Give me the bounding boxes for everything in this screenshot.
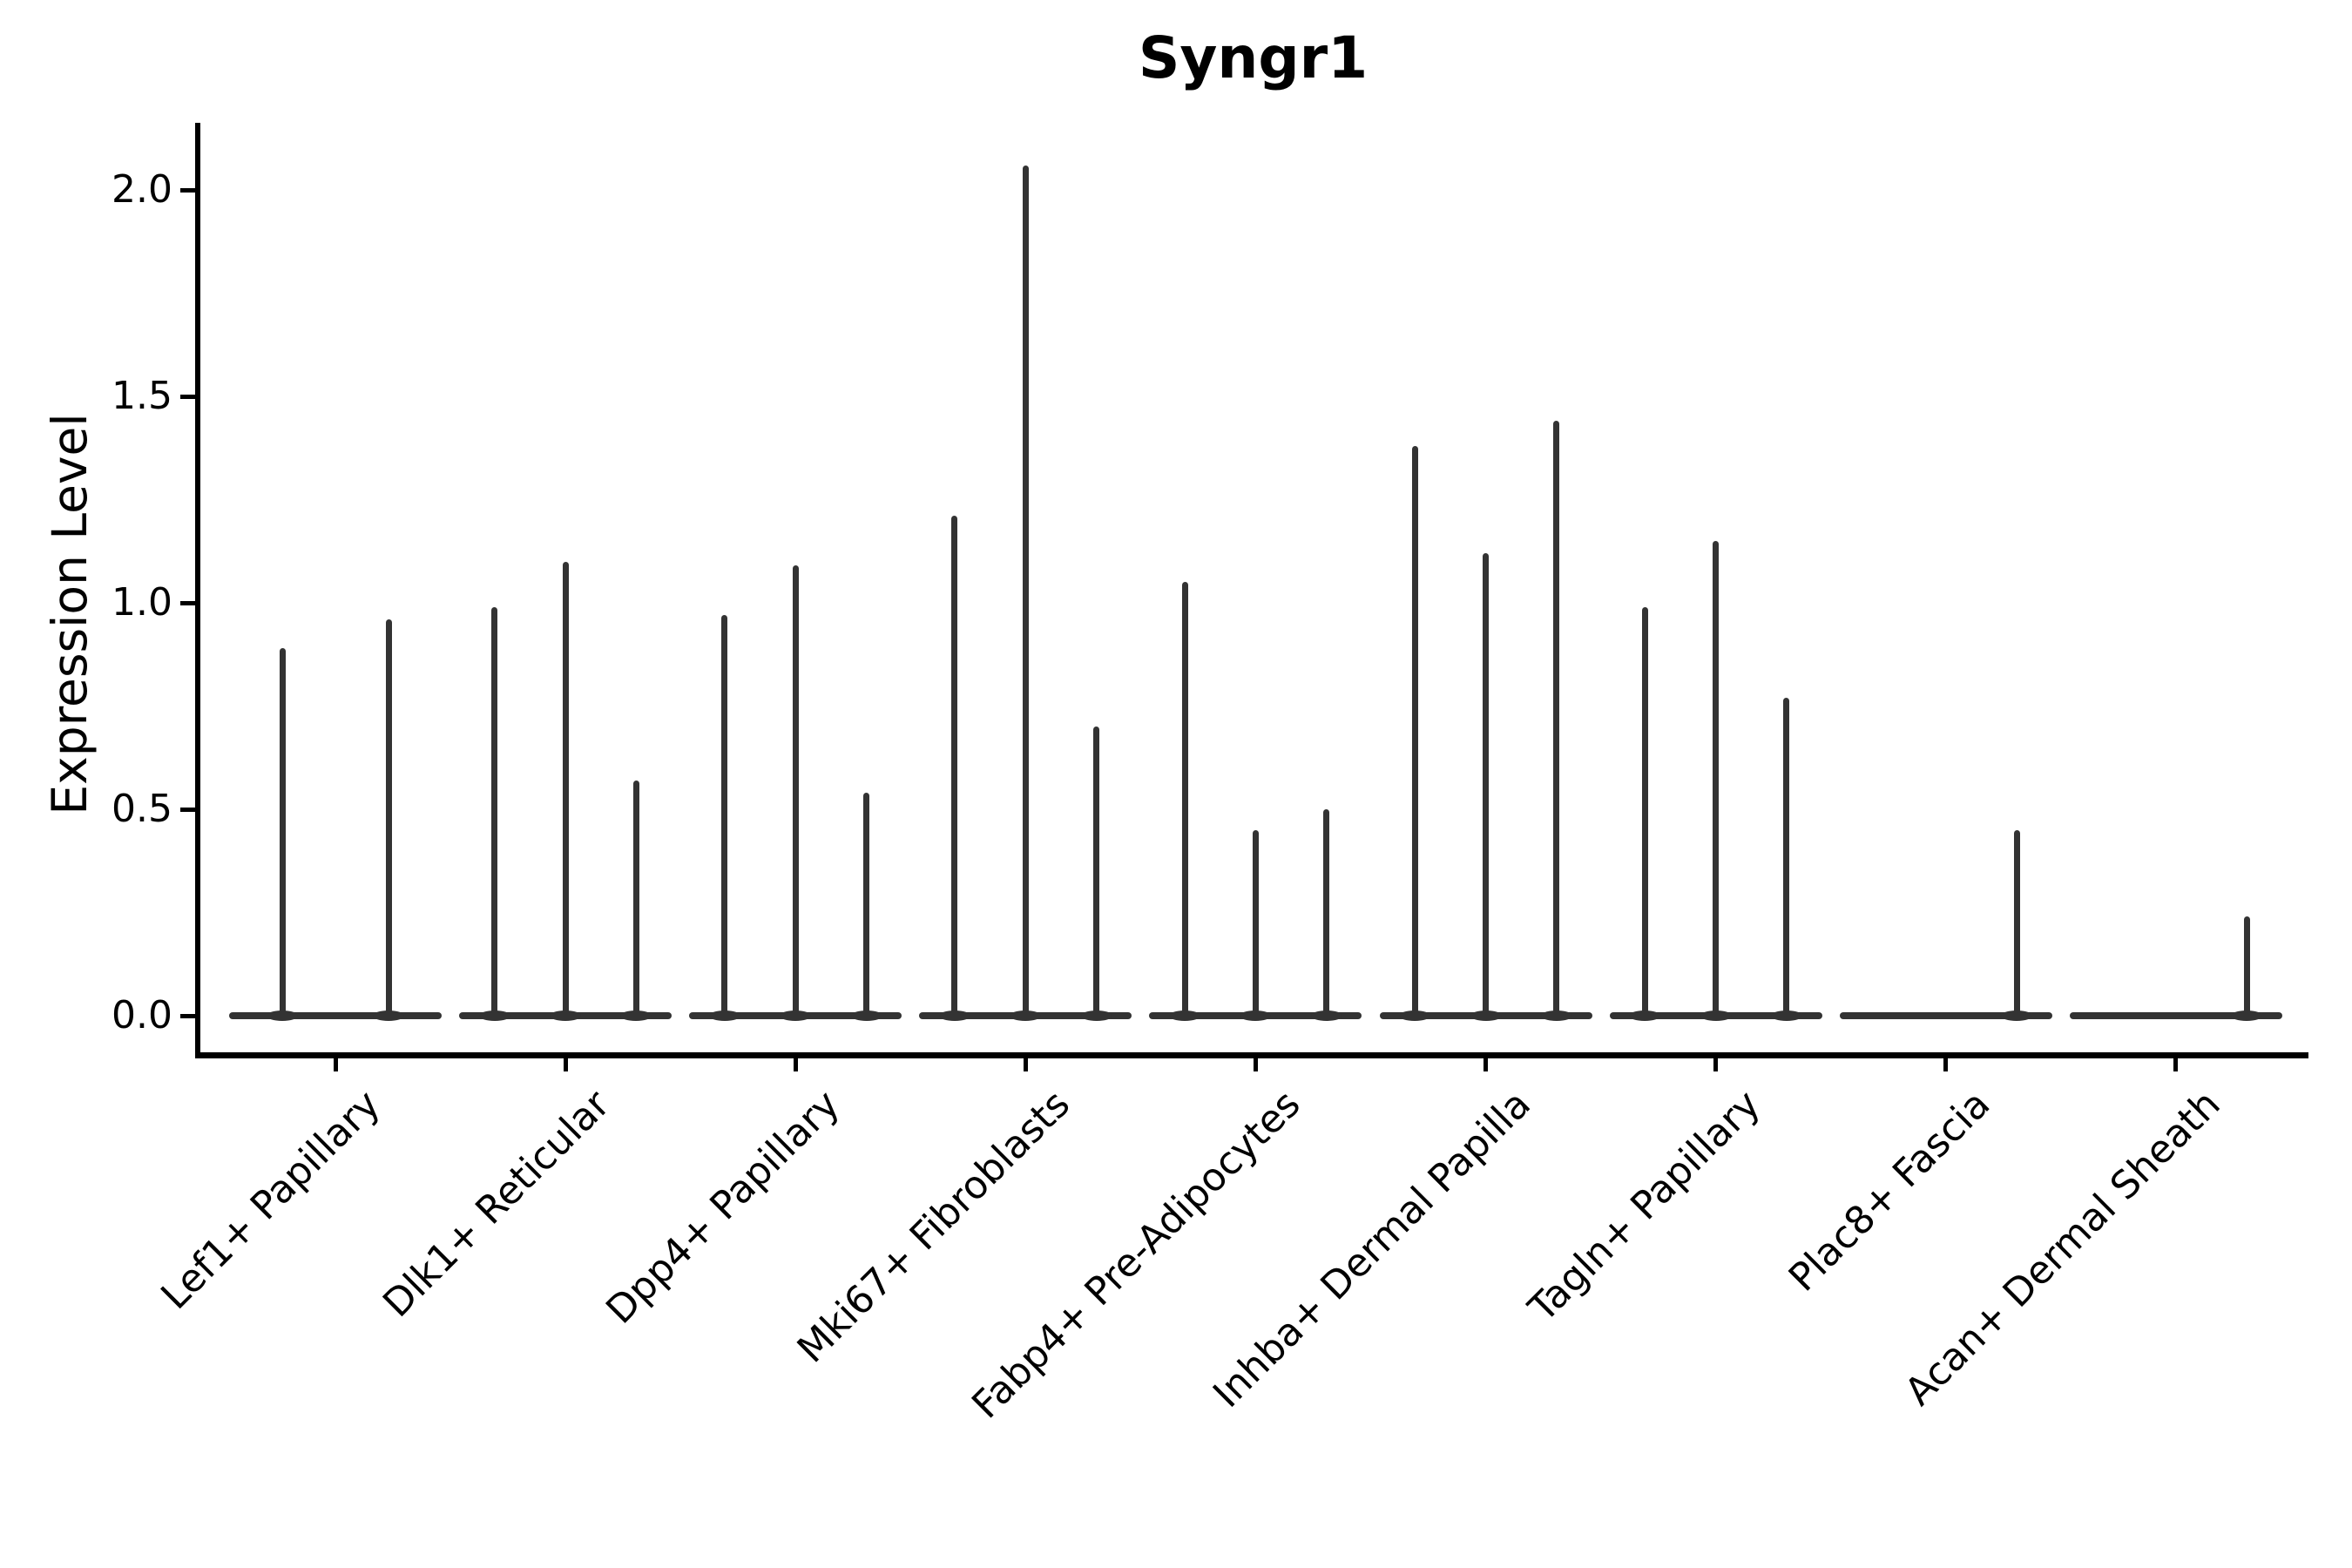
violin-base-bulge — [1169, 1010, 1201, 1021]
violin-base-bulge — [1629, 1010, 1661, 1021]
y-tick — [180, 1013, 195, 1018]
violin-base-bulge — [373, 1010, 404, 1021]
violin-spike — [721, 615, 728, 1016]
x-tick-label: Dpp4+ Papillary — [598, 1082, 849, 1333]
y-tick — [180, 394, 195, 399]
x-tick-label: Dlk1+ Reticular — [375, 1082, 619, 1326]
x-tick — [563, 1058, 568, 1071]
x-axis-spine — [195, 1051, 2308, 1058]
violin-spike — [1323, 809, 1330, 1016]
violin-spike — [1093, 727, 1100, 1016]
violin-base-bulge — [1399, 1010, 1431, 1021]
y-tick-label: 1.5 — [112, 374, 172, 418]
violin-base-bulge — [550, 1010, 582, 1021]
violin-base-bulge — [478, 1010, 510, 1021]
plot-title: Syngr1 — [1138, 24, 1369, 91]
violin-spike — [279, 648, 286, 1016]
x-tick — [1713, 1058, 1719, 1071]
violin-base-bulge — [938, 1010, 970, 1021]
x-tick-label: Plac8+ Fascia — [1781, 1082, 1999, 1301]
x-tick — [333, 1058, 338, 1071]
violin-spike — [562, 561, 569, 1016]
x-tick — [2173, 1058, 2179, 1071]
violin-base-bulge — [2231, 1010, 2263, 1021]
x-tick-label: Lef1+ Papillary — [152, 1082, 389, 1319]
y-tick-label: 2.0 — [112, 167, 172, 212]
violin-spike — [1713, 540, 1720, 1016]
violin-spike — [2013, 829, 2020, 1016]
y-tick — [180, 807, 195, 812]
violin-base-bulge — [1010, 1010, 1042, 1021]
violin-base-bulge — [2001, 1010, 2033, 1021]
violin-spike — [1022, 165, 1029, 1016]
violin-spike — [2243, 916, 2250, 1016]
violin-spike — [1553, 421, 1560, 1016]
y-tick — [180, 600, 195, 605]
y-tick-label: 0.0 — [112, 993, 172, 1037]
y-axis-spine — [195, 123, 200, 1058]
violin-spike — [1483, 553, 1489, 1016]
violin-baseline — [229, 1012, 442, 1019]
violin-base-bulge — [780, 1010, 812, 1021]
violin-base-bulge — [1540, 1010, 1572, 1021]
x-tick — [1484, 1058, 1488, 1071]
x-tick — [1253, 1058, 1258, 1071]
violin-spike — [1411, 445, 1418, 1016]
x-tick — [1023, 1058, 1028, 1071]
violin-spike — [385, 618, 392, 1016]
violin-baseline — [2069, 1012, 2282, 1019]
x-tick — [1943, 1058, 1949, 1071]
violin-spike — [863, 793, 870, 1016]
y-tick-label: 1.0 — [112, 580, 172, 625]
violin-base-bulge — [1080, 1010, 1112, 1021]
violin-base-bulge — [620, 1010, 652, 1021]
x-tick — [793, 1058, 798, 1071]
violin-spike — [951, 516, 958, 1016]
violin-base-bulge — [1770, 1010, 1802, 1021]
y-tick-label: 0.5 — [112, 787, 172, 831]
violin-base-bulge — [850, 1010, 882, 1021]
violin-base-bulge — [267, 1010, 298, 1021]
violin-spike — [792, 565, 799, 1016]
violin-spike — [1181, 582, 1188, 1016]
violin-base-bulge — [1310, 1010, 1342, 1021]
y-tick — [180, 187, 195, 193]
violin-spike — [1641, 606, 1648, 1016]
violin-spike — [1252, 829, 1259, 1016]
x-tick-label: Tagln+ Papillary — [1520, 1082, 1769, 1331]
violin-base-bulge — [1240, 1010, 1272, 1021]
violin-spike — [491, 606, 498, 1016]
violin-base-bulge — [1700, 1010, 1732, 1021]
violin-baseline — [1839, 1012, 2052, 1019]
violin-base-bulge — [1470, 1010, 1502, 1021]
violin-spike — [1783, 698, 1790, 1016]
violin-spike — [632, 780, 639, 1016]
violin-base-bulge — [708, 1010, 740, 1021]
